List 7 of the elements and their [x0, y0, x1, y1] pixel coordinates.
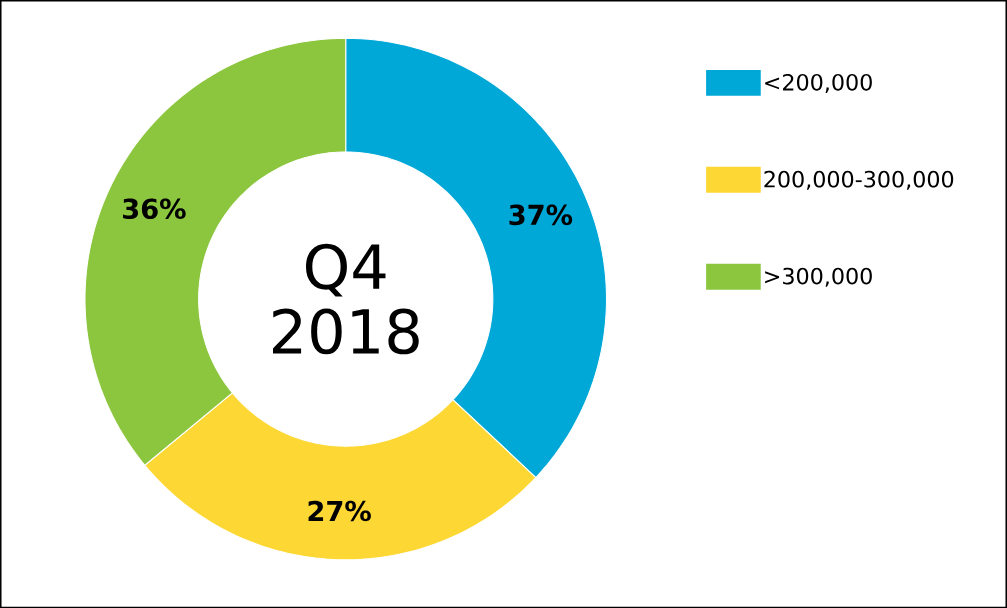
data-label: 37% [509, 204, 573, 226]
legend-label: >300,000 [765, 267, 872, 287]
data-label: 27% [308, 500, 371, 522]
data-label: 36% [123, 198, 186, 219]
text: Q4 2018 [273, 243, 419, 355]
legend-label: 200,000-300,000 [764, 170, 954, 190]
legend-label: <200,000 [765, 73, 872, 93]
